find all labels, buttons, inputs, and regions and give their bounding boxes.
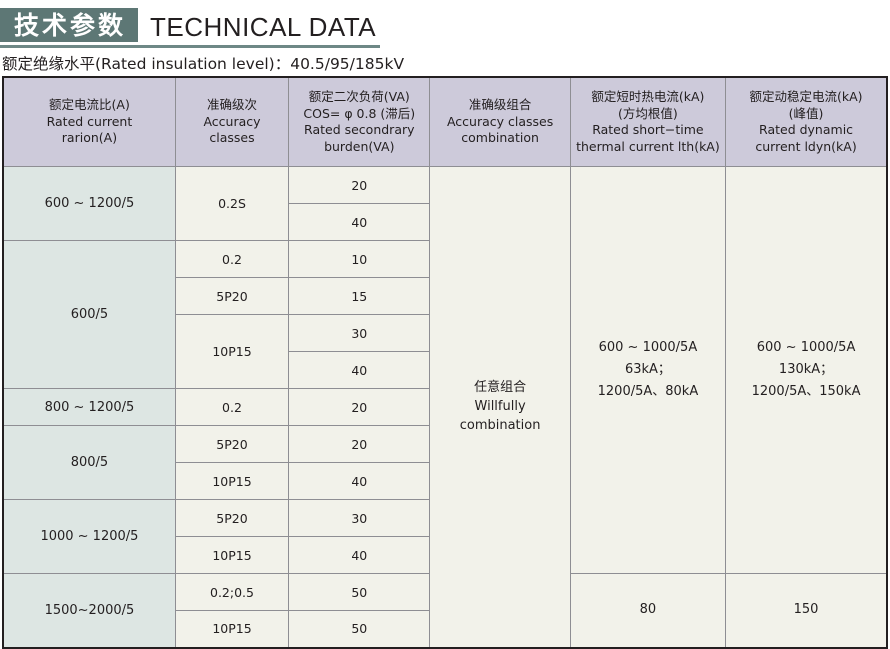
- column-header-rated-current-ratio: 额定电流比(A) Rated current rarion(A): [2, 76, 176, 167]
- header-line: Rated dynamic: [759, 122, 854, 137]
- table-row: 5P20 15: [3, 277, 887, 315]
- technical-data-table: 额定电流比(A) Rated current rarion(A) 准确级次 Accur…: [2, 76, 888, 649]
- insulation-level-text: 额定绝缘水平(Rated insulation level)：40.5/95/1…: [2, 55, 405, 73]
- cell-rated-current-ratio: 1000 ~ 1200/5: [2, 499, 176, 574]
- header-line: thermal current lth(kA): [576, 138, 720, 154]
- cell-line: 1200/5A、150kA: [751, 384, 861, 399]
- cell-rated-secondary-burden: 50: [288, 573, 431, 611]
- header-line: 额定二次负荷(VA): [308, 89, 410, 104]
- header-line: Accuracy: [203, 113, 261, 129]
- cell-accuracy-class: 5P20: [174, 499, 290, 537]
- cell-dynamic-current: 150: [725, 573, 888, 648]
- column-header-accuracy-classes: 准确级次 Accuracy classes: [174, 76, 290, 167]
- cell-line: 任意组合: [474, 380, 527, 396]
- title-underline: [0, 45, 380, 48]
- cell-rated-current-ratio: 600/5: [2, 240, 176, 389]
- cell-line: 130kA；: [778, 362, 834, 377]
- title-block: 技术参数 TECHNICAL DATA 额定绝缘水平(Rated insulat…: [0, 6, 890, 76]
- cell-line: 600 ~ 1000/5A: [756, 340, 856, 355]
- header-line: 准确级次: [206, 97, 257, 113]
- header-line: Rated secondrary: [304, 122, 415, 137]
- cell-rated-secondary-burden: 20: [288, 166, 431, 204]
- page-title-en: TECHNICAL DATA: [150, 12, 377, 42]
- table-row: 1000 ~ 1200/5 5P20 30: [2, 499, 887, 574]
- header-line: 额定动稳定电流(kA): [749, 89, 863, 104]
- cell-rated-secondary-burden: 40: [288, 203, 431, 241]
- cell-rated-secondary-burden: 40: [288, 462, 431, 500]
- header-line: Rated current: [46, 113, 133, 129]
- cell-accuracy-class: 0.2;0.5: [174, 573, 290, 611]
- table-row: 40: [3, 351, 887, 389]
- cell-line: combination: [459, 418, 541, 434]
- cell-line: 80: [639, 602, 657, 618]
- cell-rated-secondary-burden: 15: [288, 277, 431, 315]
- cell-thermal-current: 80: [569, 573, 727, 648]
- table-header: 额定电流比(A) Rated current rarion(A) 准确级次 Accur…: [2, 76, 888, 167]
- table-row: 600 ~ 1200/5 0.2S 20 任意组合 Willfully combinati…: [2, 166, 888, 648]
- cell-line: 150: [793, 602, 819, 618]
- cell-accuracy-class: 0.2: [174, 240, 290, 278]
- cell-line: 1200/5A、80kA: [597, 384, 699, 399]
- column-header-rated-secondary-burden: 额定二次负荷(VA) COS= φ 0.8 (滞后) Rated secondrar…: [288, 76, 431, 167]
- cell-rated-secondary-burden: 40: [288, 536, 431, 574]
- cell-rated-current-ratio: 600 ~ 1200/5: [2, 166, 176, 241]
- header-line: (方均根值): [618, 105, 678, 121]
- header-line: (峰值): [788, 105, 824, 121]
- cell-accuracy-class: 5P20: [174, 277, 290, 315]
- header-line: rarion(A): [61, 130, 118, 146]
- cell-accuracy-class: 10P15: [174, 610, 290, 648]
- column-header-rated-short-time-thermal-current: 额定短时热电流(kA) (方均根值) Rated short−time thermal…: [569, 76, 727, 167]
- table-body: 600 ~ 1200/5 0.2S 20 任意组合 Willfully combinati…: [2, 166, 888, 648]
- column-header-accuracy-classes-combination: 准确级组合 Accuracy classes combination: [429, 76, 571, 167]
- header-row: 额定电流比(A) Rated current rarion(A) 准确级次 Accur…: [2, 76, 888, 167]
- header-line: COS= φ 0.8 (滞后): [303, 105, 416, 121]
- table-row: 40: [3, 203, 887, 241]
- cell-rated-secondary-burden: 50: [288, 610, 431, 648]
- cell-rated-current-ratio: 1500~2000/5: [2, 573, 176, 648]
- header-line: combination: [461, 130, 539, 146]
- table-row: 800/5 5P20 20: [2, 425, 887, 500]
- header-line: classes: [209, 130, 255, 146]
- cell-line: Willfully: [474, 399, 526, 415]
- header-line: 额定短时热电流(kA): [591, 89, 705, 104]
- cell-rated-secondary-burden: 20: [288, 388, 431, 426]
- cell-rated-secondary-burden: 20: [288, 425, 431, 463]
- cell-line: 600 ~ 1000/5A: [598, 340, 698, 355]
- cell-accuracy-class: 0.2: [174, 388, 290, 426]
- title-row: 技术参数 TECHNICAL DATA: [0, 6, 890, 42]
- cell-accuracy-class: 10P15: [174, 536, 290, 574]
- cell-rated-secondary-burden: 10: [288, 240, 431, 278]
- cell-line: 63kA；: [624, 362, 671, 377]
- cell-accuracy-class: 10P15: [174, 314, 290, 389]
- header-line: Accuracy classes: [446, 113, 554, 129]
- table-row: 800 ~ 1200/5 0.2 20: [2, 388, 887, 426]
- header-line: 额定电流比(A): [49, 97, 130, 113]
- cell-rated-current-ratio: 800 ~ 1200/5: [2, 388, 176, 426]
- cell-accuracy-class: 0.2S: [174, 166, 290, 241]
- cell-thermal-current: 600 ~ 1000/5A 63kA； 1200/5A、80kA: [569, 166, 727, 574]
- header-line: 准确级组合: [468, 97, 532, 113]
- page-title-cn: 技术参数: [0, 8, 139, 42]
- cell-accuracy-combination: 任意组合 Willfully combination: [429, 166, 571, 648]
- cell-rated-secondary-burden: 30: [288, 314, 431, 352]
- cell-rated-secondary-burden: 40: [288, 351, 431, 389]
- cell-dynamic-current: 600 ~ 1000/5A 130kA； 1200/5A、150kA: [725, 166, 888, 574]
- header-line: Rated short−time: [592, 122, 704, 137]
- header-line: burden(VA): [324, 138, 395, 154]
- cell-rated-secondary-burden: 30: [288, 499, 431, 537]
- table-row: 10P15 40: [3, 536, 887, 574]
- table-row: 10P15 30: [3, 314, 887, 389]
- cell-rated-current-ratio: 800/5: [2, 425, 176, 500]
- header-line: current ldyn(kA): [755, 138, 857, 154]
- cell-accuracy-class: 5P20: [174, 425, 290, 463]
- cell-accuracy-class: 10P15: [174, 462, 290, 500]
- column-header-rated-dynamic-current: 额定动稳定电流(kA) (峰值) Rated dynamic current ldyn…: [725, 76, 888, 167]
